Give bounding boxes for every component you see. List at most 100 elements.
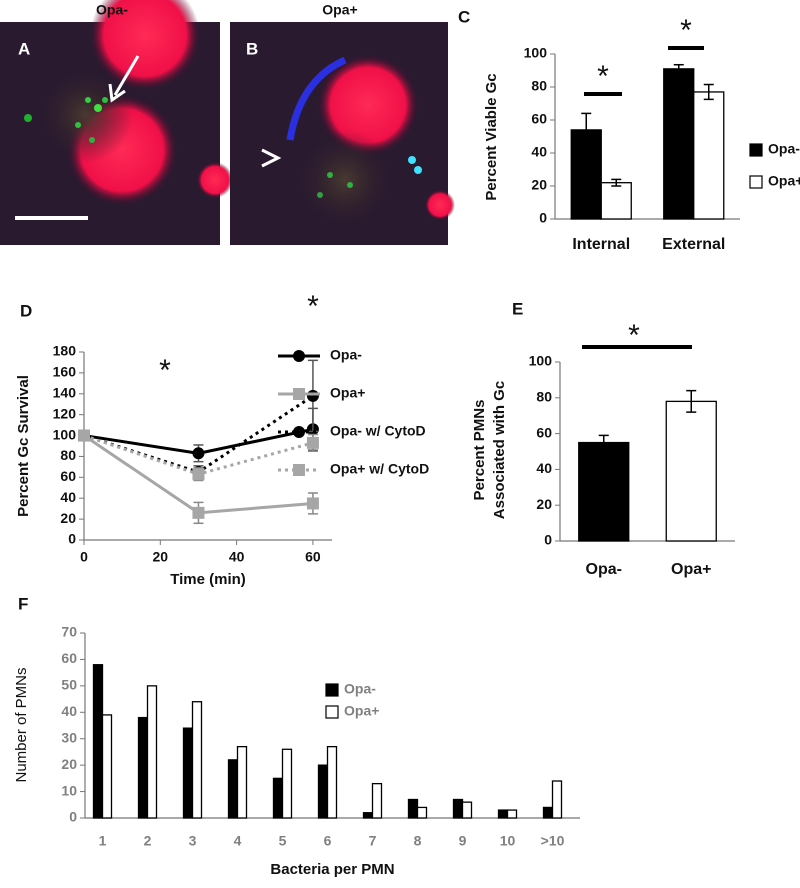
y-tick-label: 40 (61, 703, 77, 719)
x-tick-label: >10 (541, 833, 565, 849)
legend-label: Opa+ (768, 173, 800, 189)
bar (693, 91, 725, 220)
x-tick-label: 60 (305, 549, 321, 565)
bar (416, 806, 428, 819)
panel-letter: A (18, 39, 30, 58)
marker (192, 447, 205, 460)
bar (182, 727, 194, 819)
y-tick-label: 40 (60, 489, 76, 505)
x-tick-label: 4 (234, 833, 242, 849)
panel-title: Opa+ (322, 2, 357, 18)
y-tick-label: 100 (529, 353, 553, 369)
marker (192, 506, 205, 519)
legend-marker (293, 426, 305, 438)
y-tick-label: 80 (60, 447, 76, 463)
y-tick-label: 60 (60, 468, 76, 484)
x-tick-label: 1 (99, 833, 107, 849)
y-tick-label: 0 (539, 210, 547, 226)
legend-label: Opa+ (344, 703, 379, 719)
marker (192, 468, 205, 481)
y-tick-label: 180 (53, 343, 77, 359)
bar (506, 809, 518, 819)
y-tick-label: 50 (61, 677, 77, 693)
y-axis-label: Percent PMNs (471, 400, 488, 501)
x-tick-label: 20 (153, 549, 169, 565)
significance-star: * (680, 14, 692, 47)
y-axis-label: Associated with Gc (491, 381, 508, 519)
micrograph-b: B Opa+ (230, 2, 455, 245)
bar (326, 745, 338, 819)
y-axis-label: Percent Viable Gc (483, 73, 500, 200)
significance-star: * (307, 290, 319, 323)
y-tick-label: 70 (61, 624, 77, 640)
x-tick-label: 40 (229, 549, 245, 565)
y-tick-label: 60 (61, 650, 77, 666)
significance-star: * (628, 319, 640, 352)
panel-title: Opa- (96, 2, 128, 18)
y-axis-label: Percent Gc Survival (15, 375, 32, 517)
micrograph-a: A Opa- (0, 0, 233, 245)
y-tick-label: 140 (53, 384, 77, 400)
bar (362, 812, 374, 819)
y-tick-label: 0 (544, 532, 552, 548)
bar (497, 809, 509, 819)
marker (306, 436, 319, 449)
bar (600, 182, 632, 220)
bar (663, 68, 695, 220)
x-tick-label: Internal (572, 236, 630, 253)
legend-marker (293, 388, 305, 400)
legend-label: Opa- (330, 347, 362, 363)
bar (137, 716, 149, 819)
x-tick-label: Opa- (586, 561, 622, 578)
y-tick-label: 40 (531, 144, 547, 160)
x-tick-label: 9 (459, 833, 467, 849)
bar (227, 759, 239, 819)
legend-marker (293, 464, 305, 476)
x-tick-label: Opa+ (671, 561, 711, 578)
y-tick-label: 30 (61, 729, 77, 745)
marker (306, 389, 319, 402)
bar (272, 777, 284, 819)
significance-star: * (597, 60, 609, 93)
legend-label: Opa- w/ CytoD (330, 423, 426, 439)
bar (578, 441, 630, 542)
y-tick-label: 100 (524, 45, 548, 61)
y-tick-label: 20 (61, 756, 77, 772)
panel-letter: E (512, 299, 523, 318)
bar (542, 806, 554, 819)
y-tick-label: 100 (53, 426, 77, 442)
y-tick-label: 20 (531, 177, 547, 193)
y-tick-label: 80 (531, 78, 547, 94)
y-tick-label: 20 (60, 510, 76, 526)
x-axis-label: Time (min) (170, 571, 246, 588)
x-tick-label: 3 (189, 833, 197, 849)
bar (92, 664, 104, 819)
y-axis-label: Number of PMNs (13, 667, 30, 782)
y-tick-label: 20 (536, 496, 552, 512)
y-tick-label: 10 (61, 782, 77, 798)
bar (665, 400, 717, 542)
y-tick-label: 0 (69, 809, 77, 825)
x-tick-label: 7 (369, 833, 377, 849)
y-tick-label: 40 (536, 460, 552, 476)
legend-swatch (749, 175, 763, 189)
bar (452, 798, 464, 819)
x-tick-label: 5 (279, 833, 287, 849)
y-tick-label: 60 (536, 424, 552, 440)
x-tick-label: 6 (324, 833, 332, 849)
bar (461, 801, 473, 819)
legend-label: Opa+ (330, 385, 365, 401)
bar (407, 798, 419, 819)
marker (306, 497, 319, 510)
bar (101, 714, 113, 819)
panel-letter: F (18, 594, 28, 613)
x-axis-label: Bacteria per PMN (270, 861, 394, 878)
legend-swatch (325, 683, 339, 697)
legend-label: Opa- (768, 141, 800, 157)
legend-swatch (325, 705, 339, 719)
bar (236, 745, 248, 819)
bar (146, 685, 158, 819)
legend-label: Opa+ w/ CytoD (330, 461, 429, 477)
bar (371, 782, 383, 819)
